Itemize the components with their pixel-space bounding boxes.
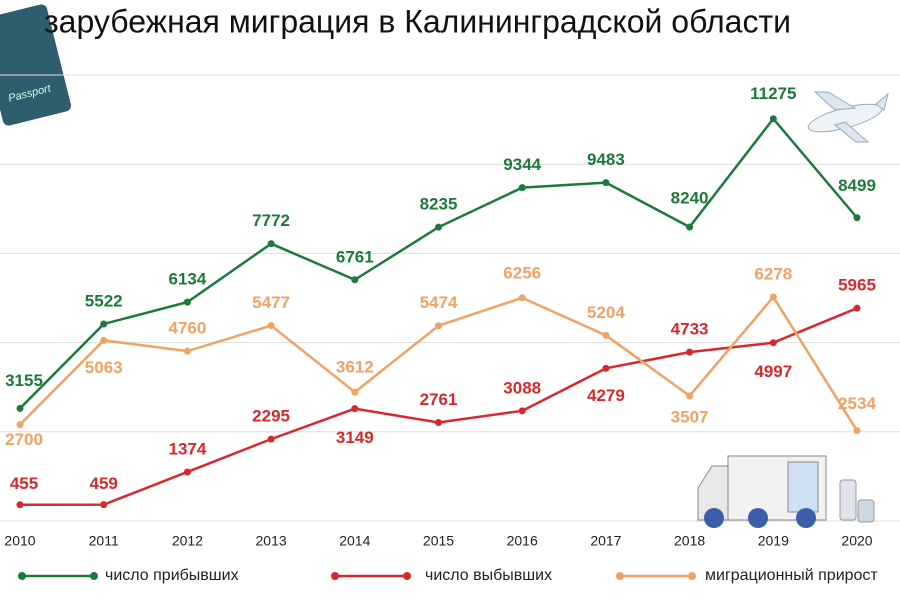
series-line xyxy=(19,116,858,410)
value-label: 8235 xyxy=(420,195,458,214)
value-label: 3088 xyxy=(503,378,541,397)
value-label: 8240 xyxy=(671,188,709,207)
x-tick-label: 2012 xyxy=(172,533,203,549)
value-label: 4760 xyxy=(168,319,206,338)
value-label: 4279 xyxy=(587,386,625,405)
value-label: 6256 xyxy=(503,263,541,282)
value-label: 459 xyxy=(90,474,118,493)
passport-icon: Passport xyxy=(0,4,71,126)
x-tick-label: 2013 xyxy=(256,533,287,549)
legend-dot xyxy=(331,572,339,580)
value-label: 5474 xyxy=(420,293,458,312)
value-label: 3612 xyxy=(336,358,374,377)
x-tick-label: 2020 xyxy=(841,533,872,549)
value-label: 5965 xyxy=(838,276,876,295)
data-point xyxy=(16,404,24,412)
value-label: 3155 xyxy=(5,371,43,390)
data-point xyxy=(518,294,526,302)
data-point xyxy=(435,322,442,330)
legend-dot xyxy=(90,572,98,580)
data-point xyxy=(183,298,191,306)
legend-label: число выбывших xyxy=(425,567,552,584)
value-label: 3507 xyxy=(671,407,709,426)
legend-dot xyxy=(18,572,26,580)
value-label: 6761 xyxy=(336,247,374,266)
data-point xyxy=(686,392,694,400)
data-point xyxy=(183,468,191,476)
plot: 2010 2011 2012 2013 2014 2015 2016 2017 2018 2019… xyxy=(0,74,900,584)
data-point xyxy=(518,184,526,192)
value-label: 5477 xyxy=(252,293,290,312)
x-tick-label: 2014 xyxy=(339,533,370,549)
data-point xyxy=(435,223,442,231)
data-point xyxy=(435,418,442,426)
value-label: 4733 xyxy=(671,320,709,339)
data-point xyxy=(16,421,24,429)
legend-label: миграционный прирост xyxy=(705,567,878,584)
data-point xyxy=(351,405,359,413)
legend-dot xyxy=(403,572,411,580)
value-label: 4997 xyxy=(754,362,792,381)
x-tick-label: 2017 xyxy=(590,533,621,549)
data-point xyxy=(769,339,777,347)
value-label: 2534 xyxy=(838,394,876,413)
data-point xyxy=(351,276,359,284)
value-label: 9344 xyxy=(503,155,541,174)
series-line xyxy=(19,294,859,432)
legend-dot xyxy=(616,572,624,580)
value-label: 2700 xyxy=(5,430,43,449)
data-point xyxy=(183,347,191,355)
x-tick-label: 2011 xyxy=(89,533,119,549)
value-label: 11275 xyxy=(750,84,796,103)
value-label: 455 xyxy=(10,474,38,493)
data-point xyxy=(100,320,108,328)
value-label: 8499 xyxy=(838,176,876,195)
data-point xyxy=(686,223,694,231)
value-label: 6278 xyxy=(754,264,792,283)
plane-icon xyxy=(807,91,889,143)
data-point xyxy=(16,501,24,509)
data-point xyxy=(769,115,777,123)
data-point xyxy=(100,501,108,509)
value-label: 9483 xyxy=(587,150,625,169)
x-tick-label: 2015 xyxy=(423,533,454,549)
value-label: 5522 xyxy=(85,291,123,310)
data-point xyxy=(267,322,275,330)
value-label: 6134 xyxy=(168,270,206,289)
value-label: 7772 xyxy=(252,211,290,230)
data-point xyxy=(853,214,861,222)
x-tick-label: 2010 xyxy=(4,533,35,549)
legend-dot xyxy=(688,572,696,580)
value-label: 2295 xyxy=(252,407,290,426)
chart-title: зарубежная миграция в Калининградской об… xyxy=(44,3,791,39)
data-point xyxy=(351,388,359,396)
data-point xyxy=(853,304,861,312)
x-tick-label: 2016 xyxy=(507,533,538,549)
data-point xyxy=(100,336,108,344)
value-label: 5063 xyxy=(85,358,123,377)
data-point xyxy=(267,435,275,443)
data-point xyxy=(602,179,610,187)
data-point xyxy=(602,364,610,372)
value-label: 2761 xyxy=(420,390,458,409)
data-point xyxy=(686,348,694,356)
truck-icon xyxy=(697,455,875,528)
data-point xyxy=(267,240,275,248)
value-label: 1374 xyxy=(168,439,206,458)
value-label: 5204 xyxy=(587,303,625,322)
value-label: 3149 xyxy=(336,428,374,447)
data-point xyxy=(853,427,861,435)
x-tick-label: 2019 xyxy=(758,533,789,549)
legend-label: число прибывших xyxy=(105,567,239,584)
data-point xyxy=(769,293,777,301)
data-point xyxy=(602,331,610,339)
data-point xyxy=(518,407,526,415)
x-tick-label: 2018 xyxy=(674,533,705,549)
